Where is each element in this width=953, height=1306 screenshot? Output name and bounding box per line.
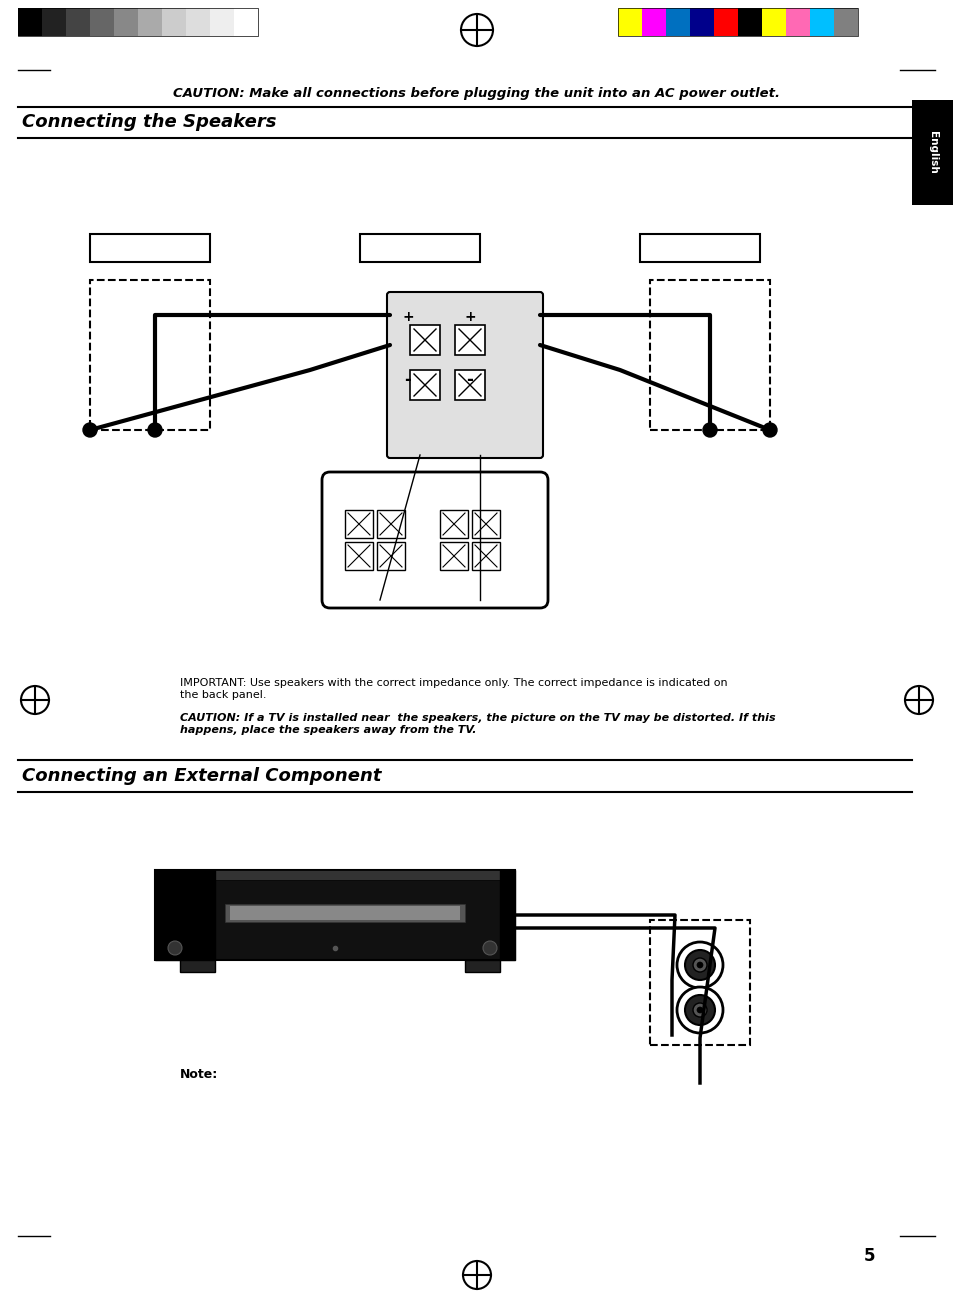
Bar — [649, 919, 749, 1045]
Bar — [359, 234, 479, 263]
Circle shape — [168, 942, 182, 955]
Bar — [689, 8, 713, 37]
Circle shape — [692, 1003, 706, 1017]
Text: English: English — [927, 131, 937, 174]
Circle shape — [697, 963, 702, 968]
FancyBboxPatch shape — [322, 471, 547, 609]
Bar — [639, 234, 760, 263]
Circle shape — [83, 423, 97, 438]
Bar — [154, 870, 214, 960]
Text: +: + — [464, 310, 476, 324]
Bar — [464, 960, 499, 972]
Bar — [472, 511, 499, 538]
Text: -: - — [404, 371, 411, 389]
Bar — [180, 960, 214, 972]
Bar — [345, 511, 373, 538]
Bar — [376, 542, 405, 569]
Bar — [455, 370, 484, 400]
Bar — [154, 870, 515, 960]
Bar — [499, 870, 515, 960]
Bar — [18, 8, 42, 37]
Bar — [113, 8, 138, 37]
Bar — [809, 8, 833, 37]
Circle shape — [148, 423, 162, 438]
Bar — [410, 370, 439, 400]
Bar — [833, 8, 857, 37]
Bar — [713, 8, 738, 37]
Circle shape — [677, 987, 722, 1033]
Circle shape — [762, 423, 776, 438]
Circle shape — [684, 995, 714, 1025]
Bar — [665, 8, 689, 37]
Bar — [186, 8, 210, 37]
Text: CAUTION: If a TV is installed near  the speakers, the picture on the TV may be d: CAUTION: If a TV is installed near the s… — [180, 713, 775, 734]
Circle shape — [482, 942, 497, 955]
Bar — [618, 8, 857, 37]
Text: -: - — [466, 371, 473, 389]
Bar — [738, 8, 761, 37]
Bar — [18, 8, 257, 37]
Text: IMPORTANT: Use speakers with the correct impedance only. The correct impedance i: IMPORTANT: Use speakers with the correct… — [180, 678, 727, 700]
Text: Connecting the Speakers: Connecting the Speakers — [22, 114, 276, 131]
Circle shape — [702, 423, 717, 438]
Bar — [154, 870, 515, 880]
Bar — [376, 511, 405, 538]
Text: Connecting an External Component: Connecting an External Component — [22, 767, 381, 785]
Bar — [42, 8, 66, 37]
Circle shape — [692, 959, 706, 972]
Bar — [618, 8, 641, 37]
Bar — [225, 904, 464, 922]
Bar — [90, 279, 210, 430]
Bar — [641, 8, 665, 37]
Bar — [911, 101, 953, 205]
Bar — [410, 325, 439, 355]
Bar — [210, 8, 233, 37]
Circle shape — [684, 949, 714, 980]
Bar — [138, 8, 162, 37]
Bar — [761, 8, 785, 37]
Bar — [66, 8, 90, 37]
Text: 5: 5 — [863, 1247, 875, 1266]
Circle shape — [697, 1007, 702, 1013]
Bar — [472, 542, 499, 569]
Circle shape — [677, 942, 722, 989]
Bar — [455, 325, 484, 355]
Bar — [230, 906, 459, 919]
Bar — [345, 542, 373, 569]
Text: +: + — [402, 310, 414, 324]
Bar — [162, 8, 186, 37]
Bar — [233, 8, 257, 37]
Bar — [439, 511, 468, 538]
Bar — [649, 279, 769, 430]
FancyBboxPatch shape — [387, 293, 542, 458]
Bar — [785, 8, 809, 37]
Bar — [90, 8, 113, 37]
Bar — [439, 542, 468, 569]
Bar — [90, 234, 210, 263]
Text: CAUTION: Make all connections before plugging the unit into an AC power outlet.: CAUTION: Make all connections before plu… — [173, 86, 780, 99]
Text: Note:: Note: — [180, 1068, 218, 1081]
